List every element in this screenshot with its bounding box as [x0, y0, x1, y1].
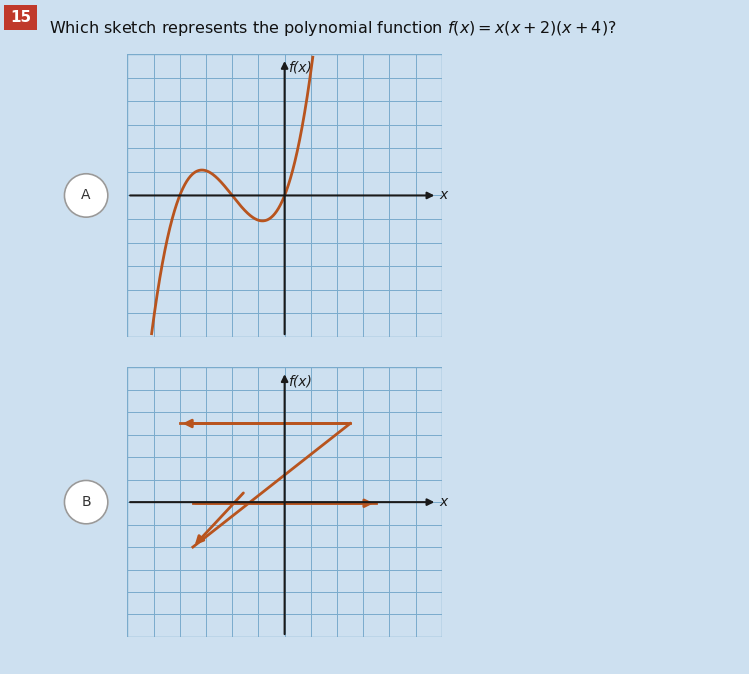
Text: x: x [440, 495, 448, 509]
Circle shape [64, 174, 108, 217]
Text: f(x): f(x) [288, 374, 312, 388]
Circle shape [64, 481, 108, 524]
Text: x: x [440, 189, 448, 202]
Text: A: A [82, 189, 91, 202]
Text: f(x): f(x) [288, 61, 312, 75]
Text: Which sketch represents the polynomial function $f(x) = x(x + 2)(x + 4)$?: Which sketch represents the polynomial f… [49, 19, 616, 38]
Text: 15: 15 [10, 10, 31, 25]
Text: B: B [82, 495, 91, 509]
